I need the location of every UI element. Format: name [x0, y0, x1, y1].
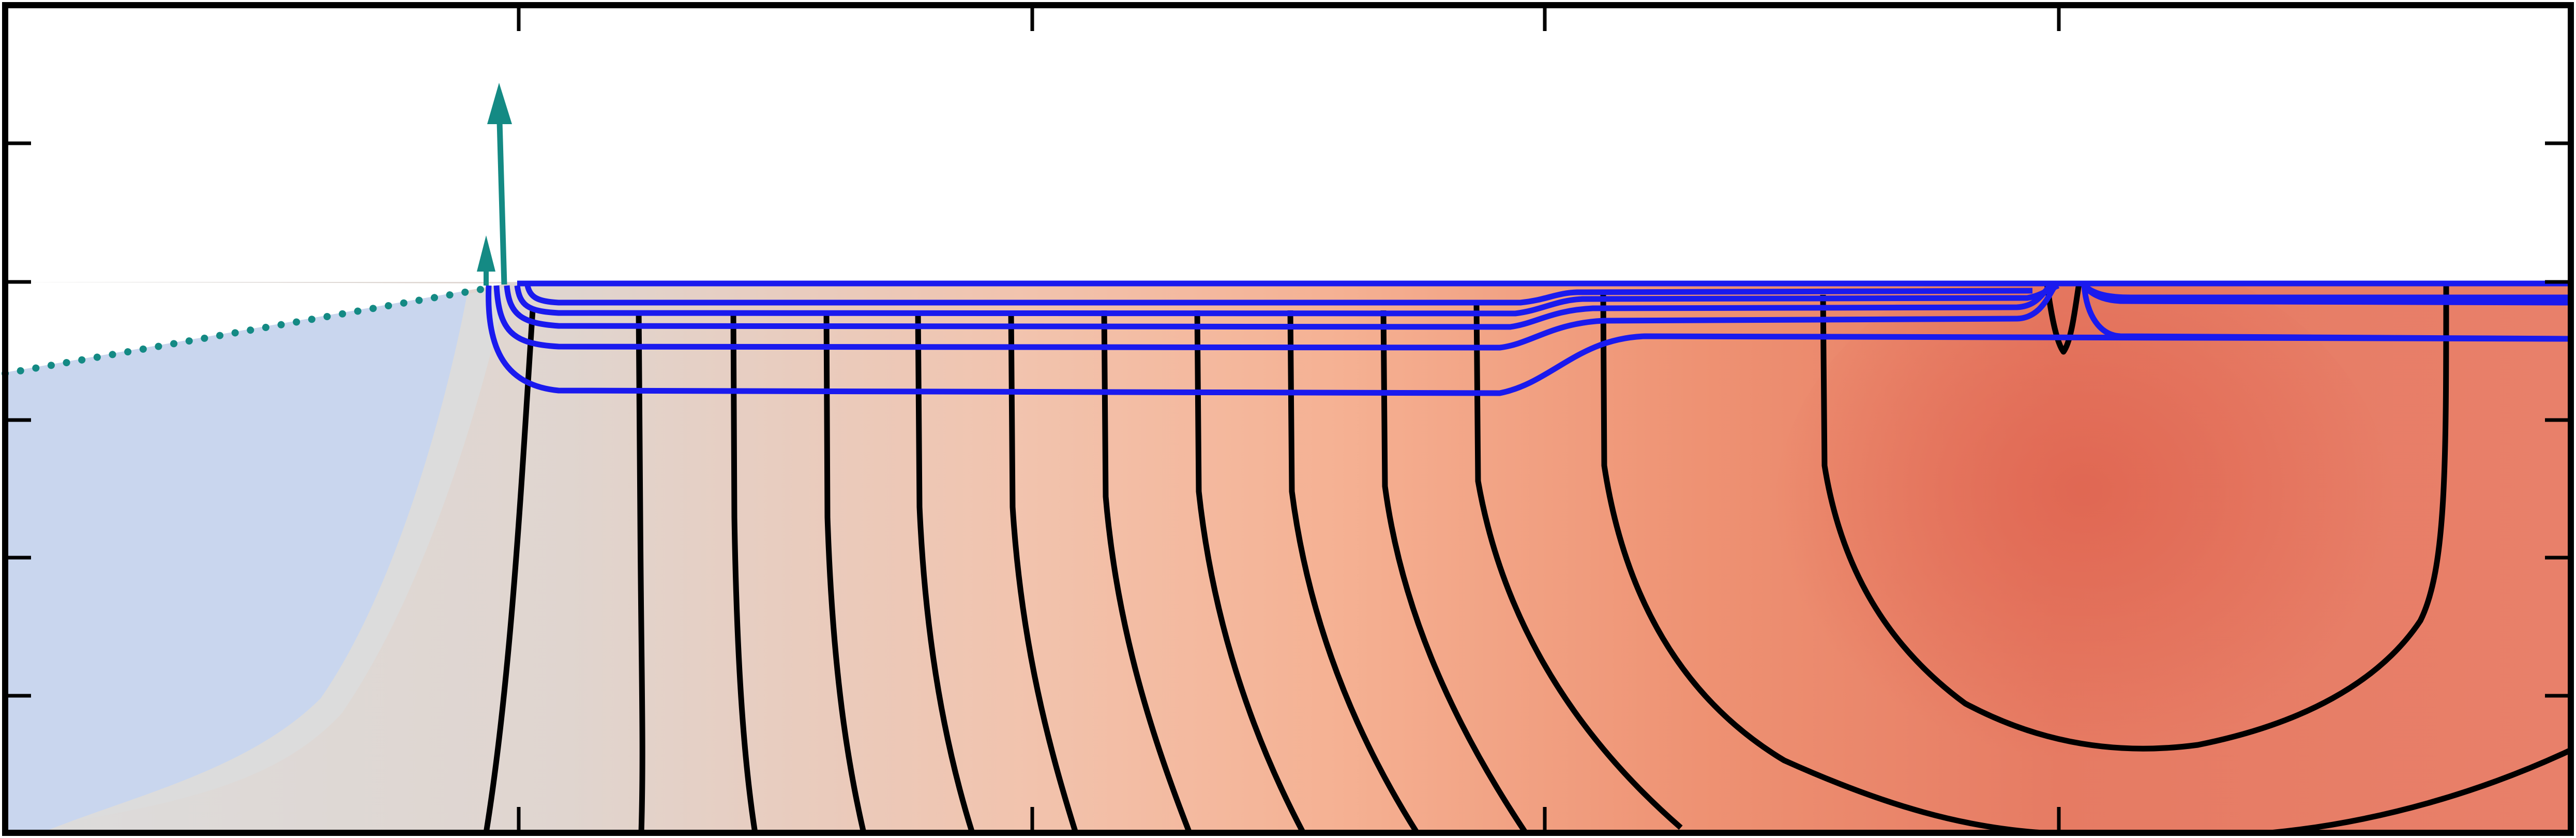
sky-region	[5, 5, 2571, 282]
arrows	[477, 83, 512, 286]
upward-arrow-head-icon	[487, 83, 512, 124]
contour-line	[636, 310, 645, 833]
hot-core	[1774, 248, 2394, 786]
contour-line	[1008, 310, 1079, 834]
contour-line	[1473, 305, 1683, 830]
blue-contour-line	[2082, 283, 2571, 301]
upward-arrow-icon	[496, 103, 507, 285]
field-fills	[5, 5, 2571, 833]
contour-line	[730, 310, 758, 833]
upward-arrow-small-head-icon	[477, 235, 495, 272]
contour-line	[915, 310, 975, 834]
contour-line	[823, 310, 867, 834]
blue-contour-line	[524, 285, 2033, 306]
blue-contours	[486, 280, 2571, 396]
contour-line	[1194, 310, 1306, 834]
blue-contour-line	[486, 285, 2571, 396]
contour-line	[2044, 283, 2082, 355]
blue-contour-line	[493, 283, 2058, 351]
contour-line	[1820, 284, 2449, 752]
contour-line	[1287, 310, 1420, 834]
blue-contour-line	[2081, 285, 2571, 342]
contour-line	[1600, 294, 2043, 836]
contour-line	[1380, 310, 1528, 835]
blue-contour-line	[514, 282, 2060, 317]
dotted-slope-line	[2, 283, 498, 377]
contour-line	[2270, 747, 2572, 836]
blue-contour-line	[504, 283, 2053, 330]
black-contours	[483, 283, 2572, 836]
tick-marks	[6, 6, 2570, 832]
ocean-wedge	[5, 290, 468, 833]
contour-line	[1101, 310, 1193, 834]
